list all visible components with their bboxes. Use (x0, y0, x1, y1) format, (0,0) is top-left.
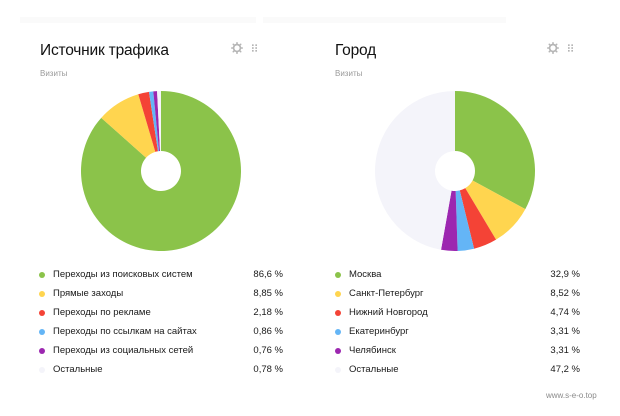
legend-value: 0,78 % (253, 364, 283, 375)
legend-item[interactable]: Переходы из социальных сетей 0,76 % (39, 341, 283, 360)
legend-value: 2,18 % (253, 307, 283, 318)
legend-dot-icon (39, 328, 45, 335)
donut-chart-city[interactable] (374, 90, 536, 252)
legend-label: Переходы по ссылкам на сайтах (53, 326, 197, 337)
legend-dot-icon (335, 309, 341, 316)
legend-dot-icon (335, 347, 341, 354)
legend-label: Остальные (349, 364, 399, 375)
legend-item[interactable]: Переходы по ссылкам на сайтах 0,86 % (39, 322, 283, 341)
gear-icon[interactable] (231, 42, 243, 54)
legend-item[interactable]: Санкт-Петербург 8,52 % (335, 284, 580, 303)
donut-slice[interactable] (455, 91, 535, 210)
widget-title: Источник трафика (40, 42, 169, 59)
legend-value: 47,2 % (550, 364, 580, 375)
grip-icon[interactable] (568, 42, 576, 54)
donut-slice[interactable] (101, 94, 156, 158)
widget-subtitle: Визиты (335, 69, 363, 78)
donut-slice[interactable] (455, 190, 475, 251)
donut-slice[interactable] (441, 190, 458, 252)
legend-dot-icon (39, 309, 45, 316)
legend-item[interactable]: Екатеринбург 3,31 % (335, 322, 580, 341)
legend-label: Санкт-Петербург (349, 288, 424, 299)
legend-dot-icon (39, 347, 45, 354)
legend-value: 8,52 % (550, 288, 580, 299)
legend-value: 3,31 % (550, 345, 580, 356)
donut-chart-traffic-source[interactable] (80, 90, 242, 252)
legend-dot-icon (39, 271, 45, 278)
legend-label: Переходы по рекламе (53, 307, 151, 318)
widget-title: Город (335, 42, 376, 59)
legend-label: Прямые заходы (53, 288, 124, 299)
legend-dot-icon (39, 290, 45, 297)
grip-icon[interactable] (252, 42, 260, 54)
legend-label: Переходы из социальных сетей (53, 345, 194, 356)
donut-slice[interactable] (138, 91, 158, 152)
legend-city: Москва 32,9 % Санкт-Петербург 8,52 % Ниж… (335, 265, 580, 379)
legend-value: 0,76 % (253, 345, 283, 356)
legend-label: Остальные (53, 364, 103, 375)
legend-value: 4,74 % (550, 307, 580, 318)
widget-subtitle: Визиты (40, 69, 68, 78)
legend-value: 32,9 % (550, 269, 580, 280)
legend-value: 8,85 % (253, 288, 283, 299)
legend-dot-icon (39, 366, 45, 373)
donut-slice[interactable] (80, 91, 242, 251)
legend-item[interactable]: Переходы из поисковых систем 86,6 % (39, 265, 283, 284)
legend-item[interactable]: Прямые заходы 8,85 % (39, 284, 283, 303)
legend-item[interactable]: Остальные 47,2 % (335, 360, 580, 379)
donut-slice[interactable] (465, 180, 526, 240)
legend-value: 3,31 % (550, 326, 580, 337)
legend-label: Переходы из поисковых систем (53, 269, 193, 280)
legend-label: Москва (349, 269, 382, 280)
legend-item[interactable]: Нижний Новгород 4,74 % (335, 303, 580, 322)
legend-dot-icon (335, 328, 341, 335)
legend-value: 86,6 % (253, 269, 283, 280)
legend-item[interactable]: Остальные 0,78 % (39, 360, 283, 379)
donut-slice[interactable] (148, 91, 160, 152)
legend-item[interactable]: Москва 32,9 % (335, 265, 580, 284)
donut-slice[interactable] (375, 91, 455, 250)
legend-value: 0,86 % (253, 326, 283, 337)
legend-dot-icon (335, 366, 341, 373)
legend-dot-icon (335, 271, 341, 278)
legend-label: Челябинск (349, 345, 396, 356)
donut-slice[interactable] (459, 188, 497, 249)
legend-item[interactable]: Челябинск 3,31 % (335, 341, 580, 360)
legend-item[interactable]: Переходы по рекламе 2,18 % (39, 303, 283, 322)
legend-dot-icon (335, 290, 341, 297)
gear-icon[interactable] (547, 42, 559, 54)
donut-slice[interactable] (157, 91, 161, 152)
legend-traffic-source: Переходы из поисковых систем 86,6 % Прям… (39, 265, 283, 379)
legend-label: Екатеринбург (349, 326, 409, 337)
legend-label: Нижний Новгород (349, 307, 428, 318)
donut-slice[interactable] (153, 91, 161, 152)
watermark: www.s-e-o.top (546, 391, 597, 400)
